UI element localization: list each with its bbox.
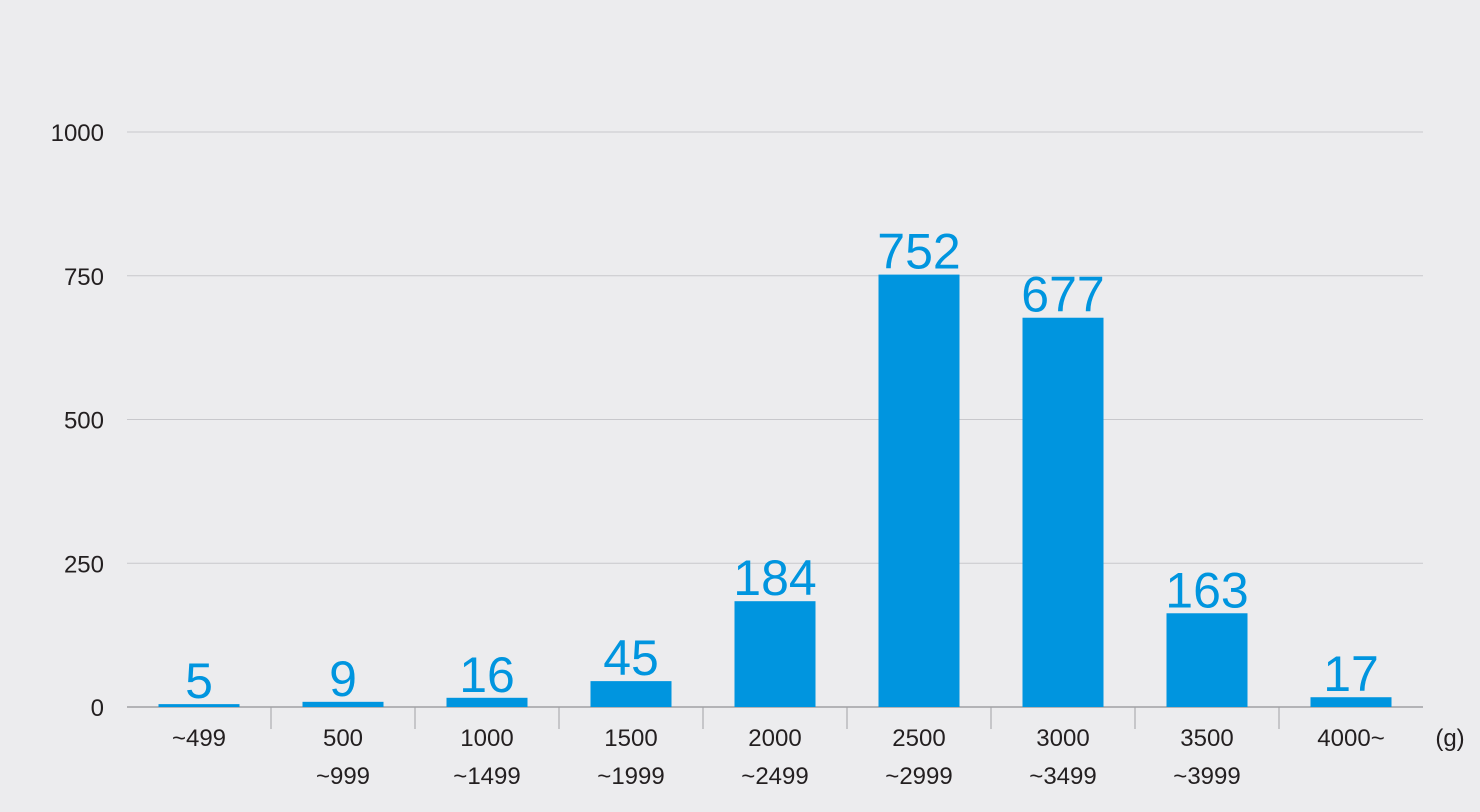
x-tick-label-line: 1000 (460, 725, 513, 752)
data-label: 16 (459, 647, 515, 703)
x-tick-label: ~499 (172, 725, 226, 752)
x-tick-label-line: 3000 (1036, 725, 1089, 752)
x-tick-label-line: ~2499 (741, 763, 808, 790)
x-tick-label-line: 500 (323, 725, 363, 752)
x-tick-label-line: ~1499 (453, 763, 520, 790)
bar (302, 701, 384, 707)
bar (1166, 613, 1248, 707)
bar (878, 274, 960, 707)
y-tick-label: 1000 (51, 120, 104, 147)
bar (1310, 697, 1392, 707)
x-tick-label: 4000~ (1317, 725, 1384, 752)
data-label: 5 (185, 653, 213, 709)
x-tick-label-line: 2500 (892, 725, 945, 752)
x-tick-label-line: ~3499 (1029, 763, 1096, 790)
data-label: 45 (603, 630, 659, 686)
x-tick-label: 3000 ~3499 (1029, 725, 1096, 790)
data-label: 752 (877, 224, 960, 280)
x-tick-label-line: 3500 (1180, 725, 1233, 752)
x-tick-label: 1500 ~1999 (597, 725, 664, 790)
bar (590, 681, 672, 707)
data-label: 17 (1323, 646, 1379, 702)
bar (158, 704, 240, 707)
x-tick-label: 1000 ~1499 (453, 725, 520, 790)
x-tick-label-line: ~999 (316, 763, 370, 790)
bar (446, 697, 528, 707)
data-label: 163 (1165, 562, 1248, 618)
x-tick-label-line: 4000~ (1317, 725, 1384, 752)
bar (734, 601, 816, 707)
x-tick-label-line: ~3999 (1173, 763, 1240, 790)
x-tick-label-line: 1500 (604, 725, 657, 752)
y-tick-label: 250 (64, 551, 104, 578)
x-tick-label-line: ~2999 (885, 763, 952, 790)
bar (1022, 317, 1104, 707)
x-tick-label: 500 ~999 (316, 725, 370, 790)
x-tick-label-line: 2000 (748, 725, 801, 752)
y-tick-label: 750 (64, 264, 104, 291)
x-tick-label: 3500 ~3999 (1173, 725, 1240, 790)
x-tick-label-line: ~499 (172, 725, 226, 752)
x-tick-label: 2000 ~2499 (741, 725, 808, 790)
data-label: 9 (329, 651, 357, 707)
y-tick-label: 0 (91, 695, 104, 722)
data-label: 677 (1021, 267, 1104, 323)
x-tick-label-line: ~1999 (597, 763, 664, 790)
x-unit-label: (g) (1435, 725, 1464, 752)
data-label: 184 (733, 550, 816, 606)
y-tick-label: 500 (64, 408, 104, 435)
x-tick-label: 2500 ~2999 (885, 725, 952, 790)
